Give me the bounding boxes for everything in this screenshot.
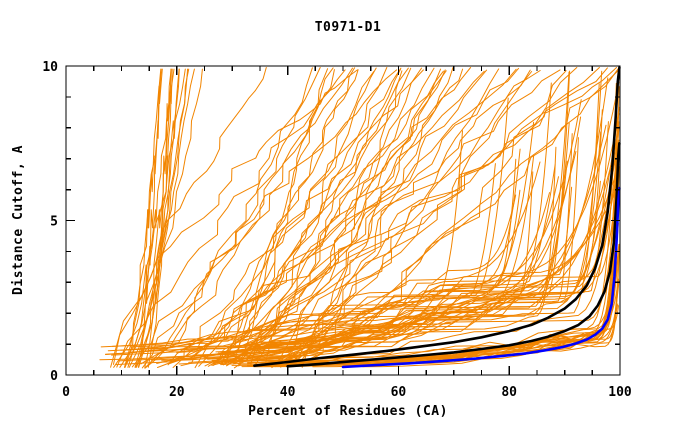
- y-tick-label: 5: [50, 215, 58, 230]
- ensemble-curve: [250, 67, 472, 366]
- ensemble-curve: [134, 68, 175, 368]
- x-tick-label: 60: [391, 385, 407, 400]
- ensemble-curve: [248, 70, 603, 360]
- ensemble-curve: [124, 68, 195, 368]
- ensemble-curve: [233, 67, 422, 369]
- ensemble-curve: [130, 161, 541, 348]
- ensemble-curve: [137, 68, 162, 368]
- y-tick-label: 10: [42, 60, 58, 75]
- highlight-curve-prediction-black-2: [286, 142, 621, 368]
- orange-ensemble-curves: [99, 67, 620, 369]
- ensemble-curve: [362, 243, 620, 368]
- ensemble-curve: [218, 77, 609, 365]
- ensemble-curve: [192, 164, 556, 356]
- ensemble-curve: [131, 69, 398, 368]
- ensemble-curve: [119, 68, 203, 368]
- axis-tick-labels: 0 20 40 60 80 100 0 5 10: [42, 60, 632, 400]
- chart-title: T0971-D1: [315, 20, 382, 35]
- ensemble-curve: [144, 68, 172, 368]
- ensemble-curve: [230, 194, 517, 347]
- ensemble-curve: [216, 133, 573, 356]
- ensemble-curve: [237, 157, 620, 348]
- axis-ticks: [65, 65, 621, 376]
- ensemble-curve: [220, 146, 557, 366]
- x-tick-label: 40: [280, 385, 296, 400]
- x-tick-label: 20: [169, 385, 185, 400]
- ensemble-curve: [136, 68, 189, 368]
- ensemble-curve: [116, 69, 346, 368]
- ensemble-curve: [141, 67, 353, 369]
- ensemble-curve: [227, 67, 600, 366]
- ensemble-curve: [167, 67, 402, 366]
- ensemble-curve: [144, 67, 321, 369]
- ensemble-curve: [160, 192, 550, 354]
- ensemble-curve: [213, 69, 561, 366]
- ensemble-curve: [217, 71, 570, 353]
- ensemble-curve: [275, 70, 541, 368]
- ensemble-curve: [211, 67, 388, 365]
- ensemble-curve: [287, 68, 464, 365]
- highlight-curve-prediction-black-1: [253, 66, 621, 367]
- ensemble-curve: [233, 69, 488, 364]
- ensemble-curve: [156, 70, 485, 364]
- ensemble-curve: [107, 97, 509, 352]
- y-axis-label: Distance Cutoff, A: [11, 145, 26, 295]
- ensemble-curve: [168, 67, 412, 365]
- x-axis-label: Percent of Residues (CA): [248, 404, 448, 419]
- x-tick-label: 80: [501, 385, 517, 400]
- highlight-curve-prediction-blue: [341, 186, 621, 369]
- ensemble-curve: [176, 130, 463, 354]
- ensemble-curve: [216, 131, 602, 350]
- ensemble-curve: [255, 68, 401, 365]
- ensemble-curve: [238, 67, 519, 367]
- ensemble-curve: [233, 67, 356, 365]
- y-tick-label: 0: [50, 369, 58, 384]
- ensemble-curve: [280, 67, 620, 368]
- ensemble-curve: [252, 180, 601, 352]
- ensemble-curve: [243, 124, 607, 362]
- x-tick-label: 0: [62, 385, 70, 400]
- ensemble-curve: [301, 67, 617, 368]
- ensemble-curve: [225, 67, 334, 365]
- ensemble-curve: [111, 158, 517, 356]
- ensemble-curve: [157, 67, 435, 368]
- ensemble-curve: [285, 70, 567, 367]
- ensemble-curve: [238, 69, 359, 367]
- ensemble-curve: [140, 67, 313, 365]
- highlight-curves: [253, 66, 621, 369]
- ensemble-curve: [207, 70, 447, 367]
- ensemble-curve: [254, 71, 533, 364]
- ensemble-curve: [144, 69, 335, 369]
- ensemble-curve: [105, 163, 496, 355]
- x-tick-label: 100: [608, 385, 632, 400]
- ensemble-curve: [113, 68, 186, 368]
- ensemble-curve: [105, 151, 577, 355]
- ensemble-curve: [204, 67, 409, 367]
- ensemble-curve: [124, 68, 162, 368]
- ensemble-curve: [241, 222, 619, 368]
